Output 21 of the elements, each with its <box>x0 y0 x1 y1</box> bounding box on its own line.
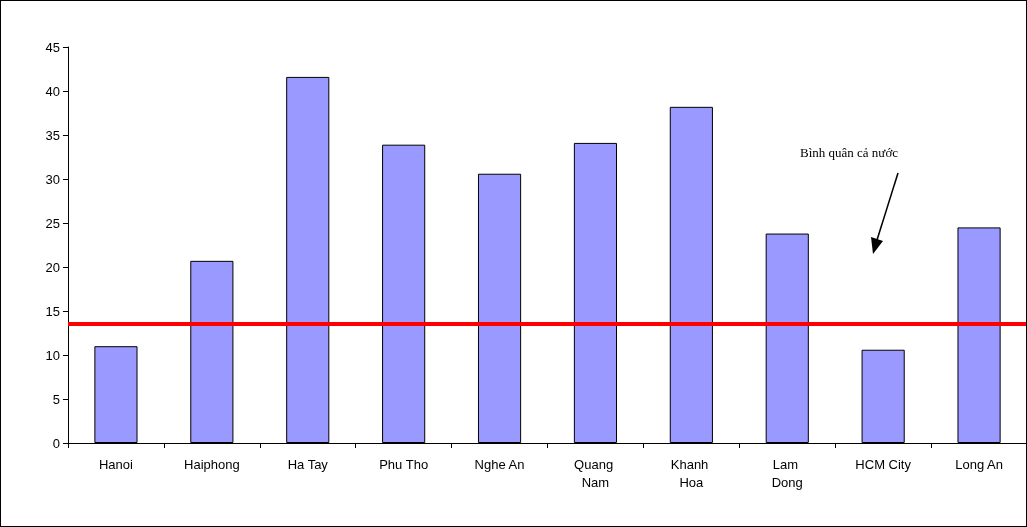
y-tick-label: 35 <box>45 127 60 143</box>
y-tick-label: 10 <box>45 347 60 363</box>
y-tick-label: 0 <box>52 435 60 451</box>
x-tick-label: Lam Dong <box>771 456 803 490</box>
y-tick-label: 5 <box>52 391 60 407</box>
annotation: Bình quân cả nước <box>800 145 899 160</box>
y-tick-label: 40 <box>45 83 60 99</box>
x-tick-label: Khanh Hoa <box>670 456 712 490</box>
x-tick-label: Quang Nam <box>574 456 617 490</box>
x-tick-label: Hanoi <box>98 456 134 472</box>
y-tick-label: 20 <box>45 259 60 275</box>
y-tick-label: 45 <box>45 39 60 55</box>
x-tick-label: HCM City <box>855 456 912 472</box>
y-tick-label: 15 <box>45 303 60 319</box>
x-tick-label: Phu Tho <box>379 456 429 472</box>
y-tick-label: 25 <box>45 215 60 231</box>
x-tick-label: Haiphong <box>184 456 240 472</box>
y-tick-label: 30 <box>45 171 60 187</box>
x-tick-label: Ha Tay <box>287 456 329 472</box>
x-tick-label: Long An <box>955 456 1003 472</box>
x-tick-label: Nghe An <box>474 456 525 472</box>
